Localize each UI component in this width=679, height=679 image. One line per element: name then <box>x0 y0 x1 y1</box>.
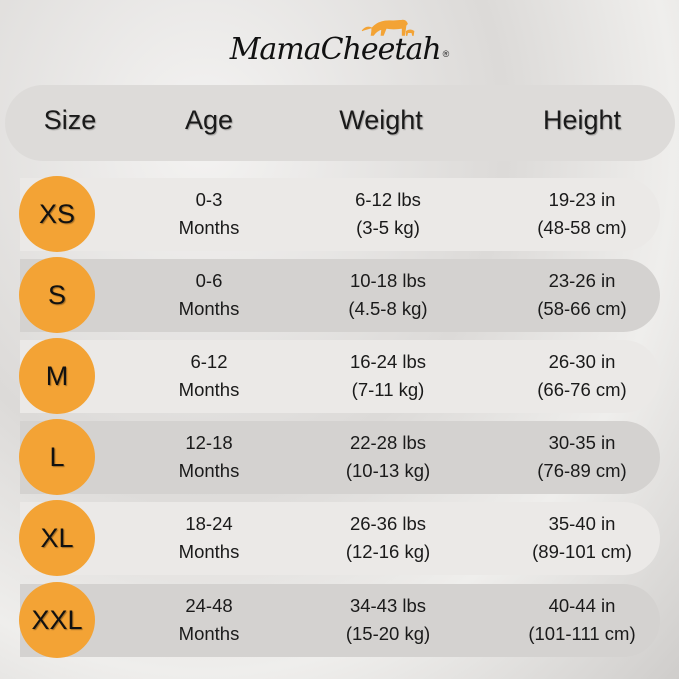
header-height: Height <box>542 105 622 135</box>
weight-cell: 10-18 lbs (4.5-8 kg) <box>348 267 427 323</box>
height-cell-line: 30-35 in <box>548 432 616 453</box>
weight-cell: 16-24 lbs (7-11 kg) <box>350 348 426 404</box>
height-cell: 30-35 in (76-89 cm) <box>537 429 626 485</box>
size-badge: L <box>19 419 95 495</box>
age-cell-line: 18-24 <box>185 513 233 534</box>
height-cell: 40-44 in (101-111 cm) <box>528 592 635 648</box>
age-cell: 12-18 Months <box>179 429 240 485</box>
height-cell-line: (48-58 cm) <box>537 217 627 238</box>
height-cell-line: (101-111 cm) <box>528 623 636 644</box>
age-cell-line: 6-12 <box>190 351 228 372</box>
size-badge: XXL <box>19 582 95 658</box>
height-cell-line: 35-40 in <box>548 513 616 534</box>
size-row: 0-6 Months 10-18 lbs (4.5-8 kg) 23-26 in (58-… <box>20 259 660 332</box>
weight-cell-line: (12-16 kg) <box>345 541 431 562</box>
header-size: Size <box>43 105 97 135</box>
weight-cell-line: (10-13 kg) <box>345 460 431 481</box>
size-row: 24-48 Months 34-43 lbs (15-20 kg) 40-44 in (1… <box>20 584 660 657</box>
size-badge: XS <box>19 176 95 252</box>
brand-name: MamaCheetah <box>229 32 442 67</box>
age-cell-line: Months <box>178 460 240 481</box>
weight-cell-line: (7-11 kg) <box>351 379 425 400</box>
height-cell: 35-40 in (89-101 cm) <box>532 510 632 566</box>
brand-logo: MamaCheetah ® <box>229 14 450 70</box>
age-cell: 18-24 Months <box>179 510 240 566</box>
height-cell-line: 26-30 in <box>548 351 616 372</box>
age-cell-line: 24-48 <box>185 595 233 616</box>
height-cell: 23-26 in (58-66 cm) <box>537 267 626 323</box>
size-row: 12-18 Months 22-28 lbs (10-13 kg) 30-35 in (7… <box>20 421 660 494</box>
age-cell: 24-48 Months <box>179 592 240 648</box>
age-cell-line: Months <box>178 298 240 319</box>
size-row: 6-12 Months 16-24 lbs (7-11 kg) 26-30 in (66-… <box>20 340 660 413</box>
height-cell-line: (66-76 cm) <box>537 379 627 400</box>
height-cell-line: 19-23 in <box>548 189 616 210</box>
height-cell-line: (58-66 cm) <box>537 298 627 319</box>
age-cell-line: Months <box>178 217 240 238</box>
height-cell: 26-30 in (66-76 cm) <box>537 348 626 404</box>
registered-mark: ® <box>442 49 450 59</box>
height-cell-line: (76-89 cm) <box>537 460 627 481</box>
size-row: 0-3 Months 6-12 lbs (3-5 kg) 19-23 in (48-58 … <box>20 178 660 251</box>
weight-cell-line: (3-5 kg) <box>356 217 420 238</box>
weight-cell-line: 22-28 lbs <box>349 432 427 453</box>
weight-cell-line: 26-36 lbs <box>349 513 427 534</box>
size-badge: S <box>19 257 95 333</box>
height-cell: 19-23 in (48-58 cm) <box>537 186 626 242</box>
weight-cell-line: 6-12 lbs <box>355 189 421 210</box>
age-cell-line: Months <box>178 623 240 644</box>
table-header: Size Age Weight Height <box>5 85 675 161</box>
size-badge: XL <box>19 500 95 576</box>
weight-cell-line: (4.5-8 kg) <box>348 298 428 319</box>
height-cell-line: (89-101 cm) <box>532 541 632 562</box>
weight-cell-line: 10-18 lbs <box>349 270 427 291</box>
weight-cell: 34-43 lbs (15-20 kg) <box>346 592 430 648</box>
weight-cell-line: (15-20 kg) <box>345 623 431 644</box>
age-cell-line: 0-6 <box>195 270 223 291</box>
size-row: 18-24 Months 26-36 lbs (12-16 kg) 35-40 in (8… <box>20 502 660 575</box>
age-cell: 0-6 Months <box>179 267 240 323</box>
weight-cell-line: 34-43 lbs <box>349 595 427 616</box>
header-weight: Weight <box>339 105 423 135</box>
age-cell-line: 0-3 <box>195 189 223 210</box>
age-cell: 6-12 Months <box>179 348 240 404</box>
weight-cell: 22-28 lbs (10-13 kg) <box>346 429 430 485</box>
age-cell: 0-3 Months <box>179 186 240 242</box>
height-cell-line: 40-44 in <box>548 595 616 616</box>
size-badge: M <box>19 338 95 414</box>
weight-cell: 26-36 lbs (12-16 kg) <box>346 510 430 566</box>
age-cell-line: 12-18 <box>185 432 233 453</box>
age-cell-line: Months <box>178 379 240 400</box>
age-cell-line: Months <box>178 541 240 562</box>
header-age: Age <box>184 105 234 135</box>
weight-cell-line: 16-24 lbs <box>349 351 427 372</box>
weight-cell: 6-12 lbs (3-5 kg) <box>355 186 421 242</box>
cheetah-icon <box>361 19 414 36</box>
height-cell-line: 23-26 in <box>548 270 616 291</box>
